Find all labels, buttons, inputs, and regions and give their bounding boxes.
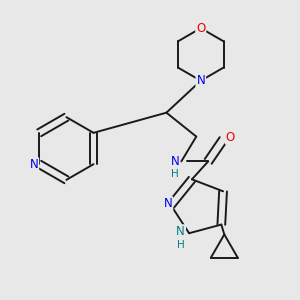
Text: N: N — [170, 155, 179, 168]
Text: H: H — [177, 240, 184, 250]
Text: N: N — [176, 225, 185, 238]
Text: H: H — [171, 169, 179, 179]
Text: N: N — [164, 197, 172, 210]
Text: O: O — [196, 22, 206, 35]
Text: N: N — [196, 74, 205, 87]
Text: O: O — [226, 131, 235, 144]
Text: N: N — [29, 158, 38, 171]
